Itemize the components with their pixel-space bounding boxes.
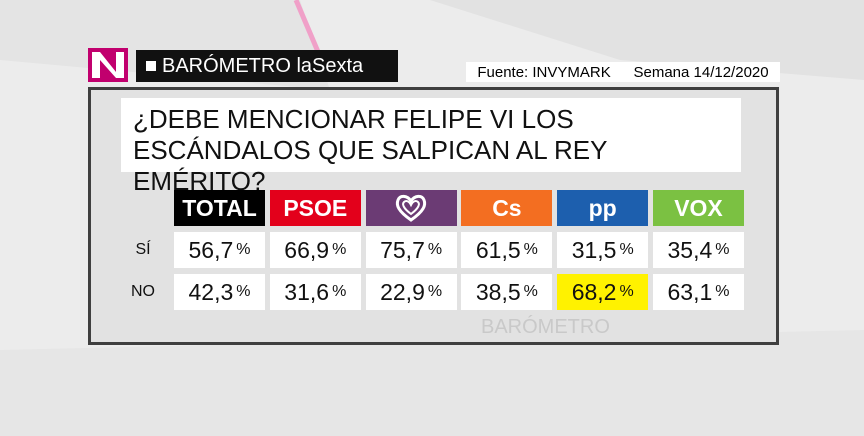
question: ¿DEBE MENCIONAR FELIPE VI LOS ESCÁNDALOS… xyxy=(121,98,741,196)
value: 31,5 xyxy=(571,236,617,263)
value: 68,2 xyxy=(571,278,617,305)
unit: % xyxy=(236,283,251,300)
unit: % xyxy=(523,283,538,300)
column-header: VOX xyxy=(653,190,744,226)
unit: % xyxy=(332,241,347,258)
logo xyxy=(88,48,128,82)
column-header: pp xyxy=(557,190,649,226)
unit: % xyxy=(523,241,538,258)
panel: BARÓMETRO ¿DEBE MENCIONAR FELIPE VI LOS … xyxy=(88,87,779,345)
value: 63,1 xyxy=(667,278,713,305)
unit: % xyxy=(332,283,347,300)
source-box: Fuente: INVYMARK Semana 14/12/2020 xyxy=(466,62,780,82)
value: 42,3 xyxy=(188,278,234,305)
column-header: PSOE xyxy=(269,190,361,226)
brand-bar: BARÓMETRO laSexta xyxy=(136,50,398,82)
unit: % xyxy=(619,241,634,258)
value: 66,9 xyxy=(284,236,330,263)
unit: % xyxy=(427,241,443,258)
unit: % xyxy=(715,241,730,258)
unit: % xyxy=(236,241,251,258)
source: Fuente: INVYMARK xyxy=(477,63,611,81)
value: 38,5 xyxy=(475,278,521,305)
value: 61,5 xyxy=(475,236,521,263)
watermark: BARÓMETRO xyxy=(481,316,610,338)
value-cell: 75,7% xyxy=(365,232,457,268)
value-cell: 61,5% xyxy=(461,232,553,268)
value-cell: 68,2% xyxy=(557,274,649,310)
value-cell: 31,6% xyxy=(269,274,361,310)
value-cell: 38,5% xyxy=(461,274,553,310)
value-cell: 35,4% xyxy=(653,232,744,268)
week: Semana 14/12/2020 xyxy=(633,63,769,81)
value: 35,4 xyxy=(667,236,713,263)
value: 56,7 xyxy=(188,236,234,263)
value: 22,9 xyxy=(380,278,425,305)
row-label: SÍ xyxy=(135,241,151,258)
brand: BARÓMETRO laSexta xyxy=(162,54,364,77)
heart-icon xyxy=(395,194,427,222)
value-cell: 42,3% xyxy=(174,274,265,310)
value-cell: 31,5% xyxy=(557,232,649,268)
value: 75,7 xyxy=(380,236,425,263)
unit: % xyxy=(427,283,443,300)
column-header: Cs xyxy=(461,190,553,226)
value-cell: 22,9% xyxy=(365,274,457,310)
unit: % xyxy=(715,283,730,300)
row-label: NO xyxy=(131,283,155,300)
value: 31,6 xyxy=(284,278,330,305)
unit: % xyxy=(619,283,634,300)
value-cell: 56,7% xyxy=(174,232,265,268)
value-cell: 63,1% xyxy=(653,274,744,310)
column-header xyxy=(365,190,457,226)
value-cell: 66,9% xyxy=(269,232,361,268)
column-header: TOTAL xyxy=(174,190,265,226)
